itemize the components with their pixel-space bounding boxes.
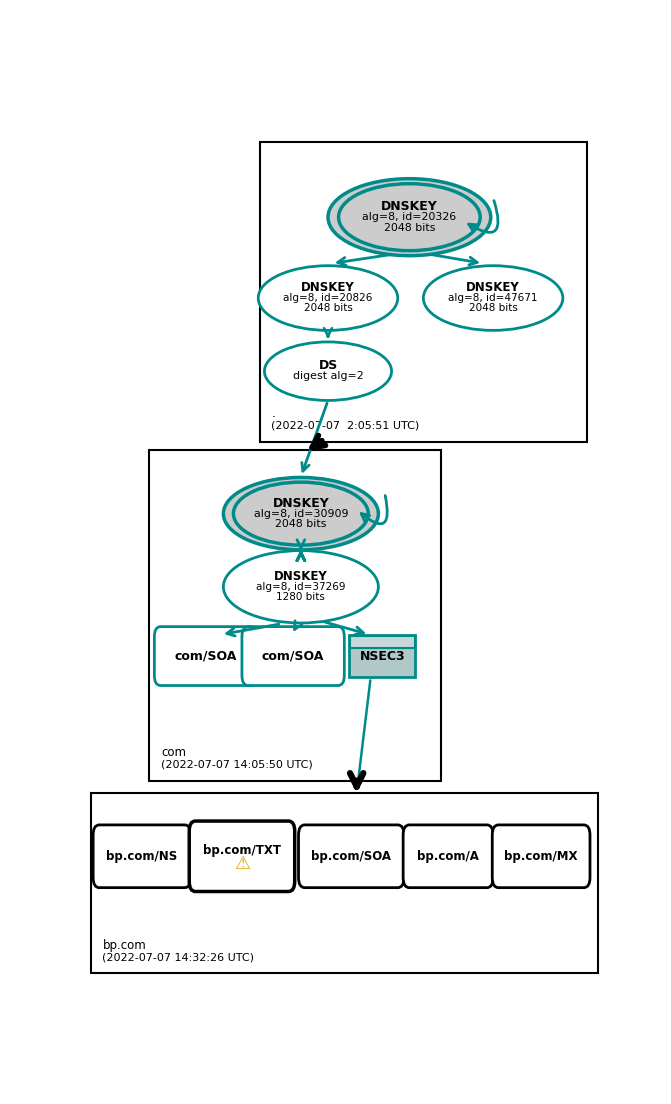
- Ellipse shape: [328, 179, 491, 256]
- Text: 2048 bits: 2048 bits: [275, 519, 327, 529]
- Ellipse shape: [223, 551, 378, 623]
- FancyBboxPatch shape: [154, 627, 257, 686]
- Text: com/SOA: com/SOA: [262, 649, 324, 662]
- Text: DNSKEY: DNSKEY: [381, 200, 437, 213]
- Text: bp.com/NS: bp.com/NS: [107, 850, 178, 863]
- Text: alg=8, id=47671: alg=8, id=47671: [448, 293, 538, 302]
- FancyBboxPatch shape: [189, 821, 295, 892]
- Text: alg=8, id=30909: alg=8, id=30909: [254, 509, 348, 519]
- Text: alg=8, id=20326: alg=8, id=20326: [362, 212, 456, 222]
- Text: DNSKEY: DNSKEY: [301, 282, 355, 294]
- Text: digest alg=2: digest alg=2: [293, 371, 363, 381]
- FancyBboxPatch shape: [93, 825, 191, 888]
- Text: (2022-07-07 14:32:26 UTC): (2022-07-07 14:32:26 UTC): [103, 953, 254, 963]
- Text: bp.com/MX: bp.com/MX: [505, 850, 578, 863]
- Text: com: com: [161, 746, 187, 760]
- Ellipse shape: [234, 482, 368, 545]
- Text: 1280 bits: 1280 bits: [276, 592, 325, 602]
- FancyBboxPatch shape: [260, 142, 587, 443]
- Text: 2048 bits: 2048 bits: [384, 223, 435, 233]
- Text: DNSKEY: DNSKEY: [466, 282, 520, 294]
- Text: bp.com/A: bp.com/A: [417, 850, 479, 863]
- FancyBboxPatch shape: [242, 627, 344, 686]
- Text: bp.com: bp.com: [103, 938, 146, 952]
- FancyBboxPatch shape: [350, 635, 415, 677]
- FancyBboxPatch shape: [493, 825, 590, 888]
- Text: com/SOA: com/SOA: [174, 649, 237, 662]
- Text: (2022-07-07 14:05:50 UTC): (2022-07-07 14:05:50 UTC): [161, 760, 313, 769]
- Ellipse shape: [258, 266, 398, 330]
- FancyBboxPatch shape: [299, 825, 404, 888]
- Text: DS: DS: [318, 360, 338, 372]
- Text: alg=8, id=37269: alg=8, id=37269: [256, 582, 346, 592]
- Text: bp.com/TXT: bp.com/TXT: [203, 843, 281, 857]
- Text: DNSKEY: DNSKEY: [272, 497, 329, 510]
- Ellipse shape: [423, 266, 563, 330]
- Text: bp.com/SOA: bp.com/SOA: [311, 850, 391, 863]
- Text: 2048 bits: 2048 bits: [303, 304, 352, 314]
- FancyBboxPatch shape: [403, 825, 493, 888]
- Ellipse shape: [264, 342, 392, 401]
- FancyBboxPatch shape: [350, 636, 415, 648]
- FancyBboxPatch shape: [150, 450, 442, 781]
- Ellipse shape: [339, 183, 480, 251]
- Text: 2048 bits: 2048 bits: [468, 304, 517, 314]
- Text: (2022-07-07  2:05:51 UTC): (2022-07-07 2:05:51 UTC): [272, 421, 419, 431]
- Text: NSEC3: NSEC3: [360, 649, 405, 662]
- Text: ⚠: ⚠: [234, 854, 250, 873]
- Text: alg=8, id=20826: alg=8, id=20826: [283, 293, 372, 302]
- Ellipse shape: [223, 477, 378, 550]
- Text: .: .: [272, 407, 275, 421]
- Text: DNSKEY: DNSKEY: [274, 570, 327, 583]
- FancyBboxPatch shape: [91, 793, 598, 974]
